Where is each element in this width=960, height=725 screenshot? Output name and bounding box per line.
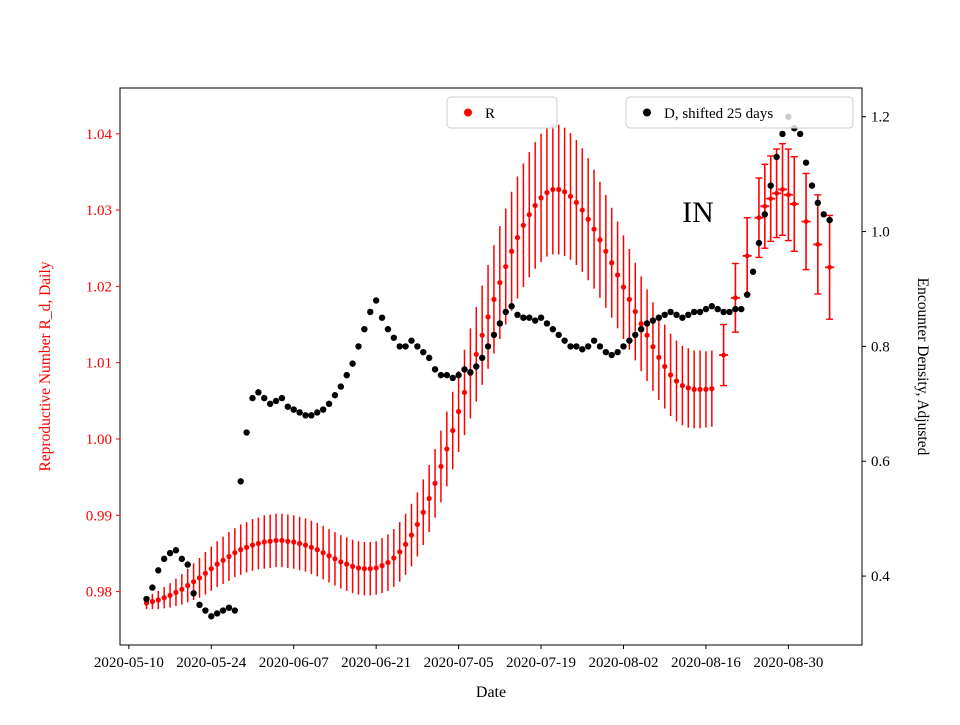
x-tick-label: 2020-06-07 (259, 655, 329, 671)
x-tick-label: 2020-08-30 (753, 655, 823, 671)
left-tick-label: 1.04 (86, 127, 113, 143)
x-tick-label: 2020-08-16 (671, 655, 741, 671)
r-series (143, 124, 715, 610)
left-tick-label: 1.00 (86, 432, 112, 448)
x-axis-label: Date (476, 684, 506, 701)
right-axis: 0.4 0.6 0.8 1.0 1.2 Encounter Density, Adjust… (862, 110, 931, 585)
right-axis-label: Encounter Density, Adjusted (914, 278, 931, 456)
left-tick-label: 1.02 (86, 279, 112, 295)
left-tick-label: 1.01 (86, 356, 112, 372)
right-tick-label: 1.2 (871, 110, 890, 126)
left-tick-label: 0.98 (86, 585, 112, 601)
x-tick-label: 2020-07-05 (424, 655, 494, 671)
r-tail-series (719, 142, 835, 387)
left-tick-label: 1.03 (86, 203, 112, 219)
legend-marker-icon (643, 108, 651, 117)
x-tick-label: 2020-06-21 (341, 655, 411, 671)
x-tick-label: 2020-05-10 (94, 655, 164, 671)
legend-label: D, shifted 25 days (664, 106, 773, 122)
x-tick-label: 2020-08-02 (589, 655, 659, 671)
x-tick-label: 2020-05-24 (176, 655, 246, 671)
legend-marker-icon (464, 108, 472, 117)
plot-frame (119, 87, 863, 646)
d-series (143, 113, 833, 620)
right-tick-label: 1.0 (871, 225, 890, 241)
left-tick-label: 0.99 (86, 508, 112, 524)
left-axis-label: Reproductive Number R_d, Daily (37, 261, 54, 471)
legend-r: R (446, 96, 558, 129)
right-tick-label: 0.4 (871, 569, 890, 585)
right-tick-label: 0.8 (871, 339, 890, 355)
in-annotation: IN (682, 196, 714, 229)
legend-d: D, shifted 25 days (625, 96, 854, 129)
x-tick-label: 2020-07-19 (506, 655, 576, 671)
left-axis: 0.98 0.99 1.00 1.01 1.02 1.03 1.04 Reproductive… (37, 127, 120, 601)
right-tick-label: 0.6 (871, 454, 890, 470)
legend-label: R (485, 106, 495, 122)
x-axis: 2020-05-10 2020-05-24 2020-06-07 2020-06-21… (94, 645, 823, 701)
